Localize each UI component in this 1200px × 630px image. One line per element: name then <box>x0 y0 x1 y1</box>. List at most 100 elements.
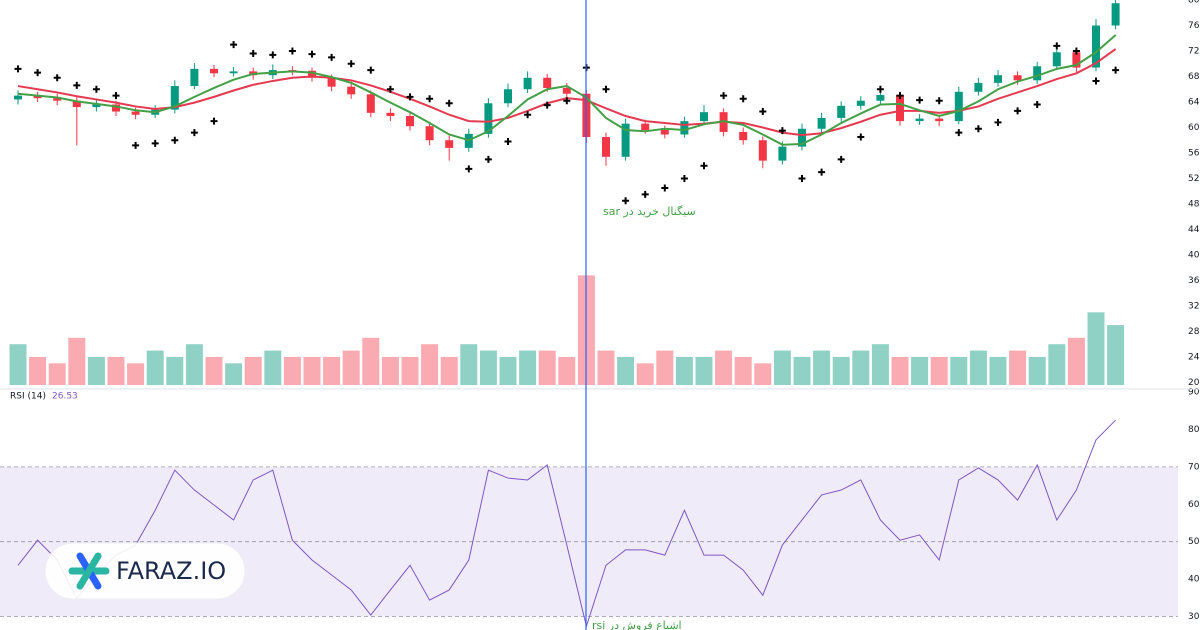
rsi-label: RSI (14) <box>10 392 46 402</box>
y-tick-label: 20 <box>1188 378 1200 388</box>
volume-bar <box>969 350 987 385</box>
sar-point <box>896 92 904 100</box>
volume-bar <box>597 350 615 385</box>
candle-body <box>602 137 610 157</box>
candle-body <box>974 82 983 92</box>
y-tick-label: 40 <box>1188 575 1200 585</box>
candle-body <box>406 116 414 127</box>
y-tick-label: 52 <box>1188 174 1199 184</box>
sar-point <box>465 165 473 173</box>
candle-body <box>366 94 375 113</box>
candle-body <box>53 98 62 101</box>
sar-point <box>524 111 532 119</box>
volume-bar <box>675 356 693 385</box>
sar-point <box>857 133 865 141</box>
sar-point <box>543 101 551 109</box>
candle-body <box>739 131 748 141</box>
volume-bar <box>832 356 850 385</box>
volume-bar <box>264 350 282 385</box>
candle-body <box>660 130 669 135</box>
candle-body <box>700 112 708 122</box>
volume-bar <box>813 350 831 385</box>
sar-point <box>288 47 296 55</box>
sar-point <box>151 139 159 147</box>
volume-bar <box>283 356 301 385</box>
volume-bar <box>636 363 654 385</box>
sar-point <box>367 66 375 74</box>
sar-point <box>210 117 218 125</box>
sar-point <box>171 136 179 144</box>
candle-body <box>543 77 552 88</box>
candle-body <box>778 146 787 161</box>
sar-point <box>484 155 492 163</box>
sar-point <box>406 93 414 101</box>
candle-body <box>308 70 316 78</box>
volume-bar <box>9 344 27 385</box>
y-tick-label: 80 <box>1188 0 1200 6</box>
rsi-line <box>17 419 1116 629</box>
volume-bar <box>401 356 419 385</box>
y-tick-label: 60 <box>1188 123 1200 133</box>
volume-bar <box>303 356 321 385</box>
sar-point <box>602 85 610 93</box>
candle-body <box>92 104 101 108</box>
volume-bar <box>185 344 203 385</box>
candle-body <box>112 104 120 112</box>
sar-point <box>955 129 963 137</box>
volume-bar <box>225 363 243 385</box>
sar-point <box>837 155 845 163</box>
volume-bar <box>29 356 47 385</box>
y-tick-label: 24 <box>1188 352 1200 362</box>
volume-bar <box>1087 312 1105 385</box>
candle-body <box>915 118 924 122</box>
volume-bar <box>479 350 497 385</box>
y-tick-label: 72 <box>1188 46 1199 56</box>
y-tick-label: 30 <box>1188 612 1200 622</box>
volume-bar <box>715 350 733 385</box>
sar-point <box>1014 107 1022 115</box>
volume-bar <box>421 344 439 385</box>
buy-annotation: سیگنال خرید در sar <box>603 205 696 218</box>
candle-body <box>896 94 904 122</box>
volume-bar <box>617 356 635 385</box>
sar-point <box>1072 47 1080 55</box>
candle-body <box>758 140 767 161</box>
volume-bar <box>930 356 948 385</box>
volume-bar <box>460 344 478 385</box>
candle-body <box>1092 25 1100 68</box>
volume-bar <box>558 356 576 385</box>
sar-point <box>504 138 512 146</box>
candle-body <box>856 100 865 106</box>
candle-body <box>327 77 336 87</box>
volume-bar <box>989 356 1007 385</box>
candle-body <box>229 71 238 74</box>
sar-point <box>778 127 786 135</box>
sar-point <box>916 96 924 104</box>
sar-point <box>974 125 982 133</box>
y-tick-label: 40 <box>1188 250 1200 260</box>
sar-point <box>622 197 630 205</box>
y-tick-label: 48 <box>1188 199 1200 209</box>
y-tick-label: 28 <box>1188 327 1200 337</box>
sar-point <box>328 53 336 61</box>
sar-point <box>73 81 81 89</box>
volume-bar <box>362 337 380 385</box>
sar-point <box>269 51 277 59</box>
volume-bar <box>323 356 341 385</box>
candle-body <box>33 95 42 99</box>
candle-body <box>798 128 806 147</box>
volume-bar <box>342 350 360 385</box>
candle-body <box>837 105 846 118</box>
volume-bar <box>871 344 889 385</box>
candle-body <box>876 94 885 101</box>
candle-body <box>445 140 454 148</box>
volume-bar <box>166 356 184 385</box>
volume-bar <box>499 356 517 385</box>
sar-point <box>798 174 806 182</box>
volume-bar <box>146 350 164 385</box>
candle-body <box>1111 3 1120 26</box>
volume-bar <box>1009 350 1027 385</box>
sar-point <box>680 174 688 182</box>
